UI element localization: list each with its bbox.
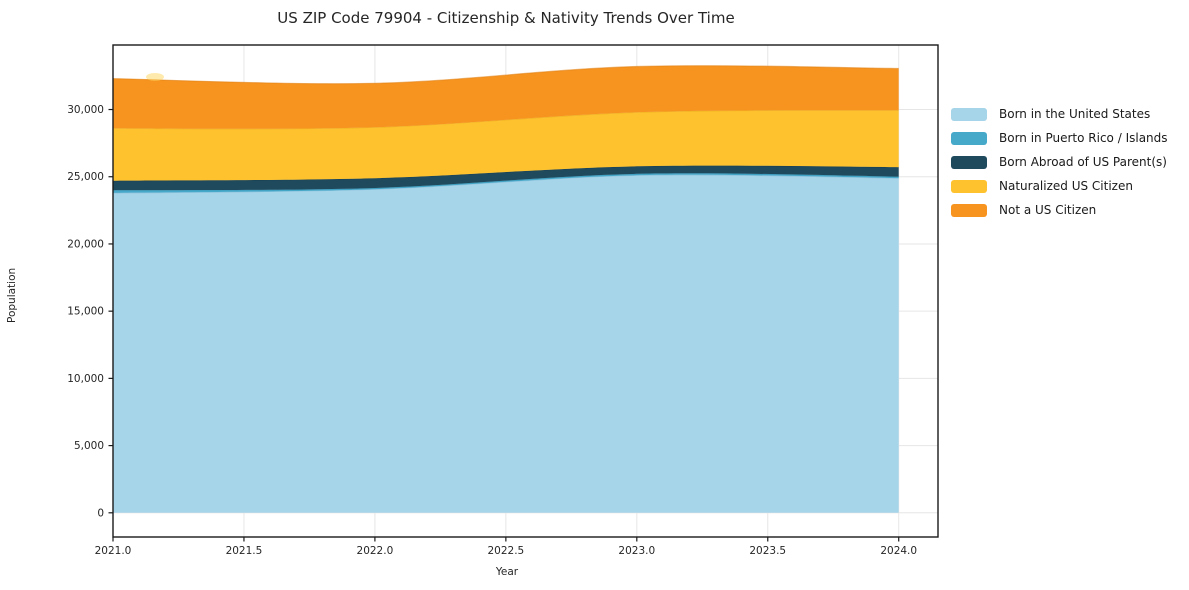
- legend-item-2: Born Abroad of US Parent(s): [951, 156, 1168, 169]
- x-tick-label: 2024.0: [880, 545, 917, 557]
- x-tick-label: 2023.0: [618, 545, 655, 557]
- legend-label: Not a US Citizen: [999, 203, 1097, 217]
- axis-ticks: 2021.0 2021.5 2022.0 2022.5 2023.0 2023.5 2024…: [67, 104, 917, 557]
- y-tick-label: 10,000: [67, 373, 104, 385]
- legend-label: Born Abroad of US Parent(s): [999, 155, 1167, 169]
- x-tick-label: 2021.0: [95, 545, 132, 557]
- y-tick-label: 25,000: [67, 171, 104, 183]
- area-series-4: [113, 65, 899, 129]
- legend-item-1: Born in Puerto Rico / Islands: [951, 132, 1168, 145]
- y-tick-label: 5,000: [74, 440, 104, 452]
- area-series-3: [113, 110, 899, 181]
- area-series-0: [113, 174, 899, 513]
- x-tick-label: 2023.5: [749, 545, 786, 557]
- legend-label: Born in Puerto Rico / Islands: [999, 131, 1168, 145]
- y-tick-label: 0: [97, 507, 104, 519]
- x-tick-label: 2022.0: [357, 545, 394, 557]
- area-series-2: [113, 165, 899, 191]
- area-edge-4: [112, 65, 899, 85]
- legend-swatch-icon: [951, 204, 987, 217]
- legend-swatch-icon: [951, 108, 987, 121]
- legend-item-0: Born in the United States: [951, 108, 1168, 121]
- legend-item-3: Naturalized US Citizen: [951, 180, 1168, 193]
- legend-swatch-icon: [951, 132, 987, 145]
- area-layers: [112, 65, 899, 513]
- x-tick-label: 2021.5: [226, 545, 263, 557]
- y-tick-label: 30,000: [67, 104, 104, 116]
- legend-swatch-icon: [951, 180, 987, 193]
- x-tick-label: 2022.5: [487, 545, 524, 557]
- y-tick-label: 15,000: [67, 306, 104, 318]
- legend-item-4: Not a US Citizen: [951, 204, 1168, 217]
- x-axis-label: Year: [495, 566, 519, 578]
- y-tick-label: 20,000: [67, 238, 104, 250]
- legend-label: Born in the United States: [999, 107, 1151, 121]
- legend-label: Naturalized US Citizen: [999, 179, 1133, 193]
- marker-artifact: [146, 73, 164, 81]
- legend: Born in the United States Born in Puerto …: [951, 108, 1168, 217]
- legend-swatch-icon: [951, 156, 987, 169]
- chart-title: US ZIP Code 79904 - Citizenship & Nativi…: [277, 9, 735, 27]
- plot-frame: [112, 44, 939, 538]
